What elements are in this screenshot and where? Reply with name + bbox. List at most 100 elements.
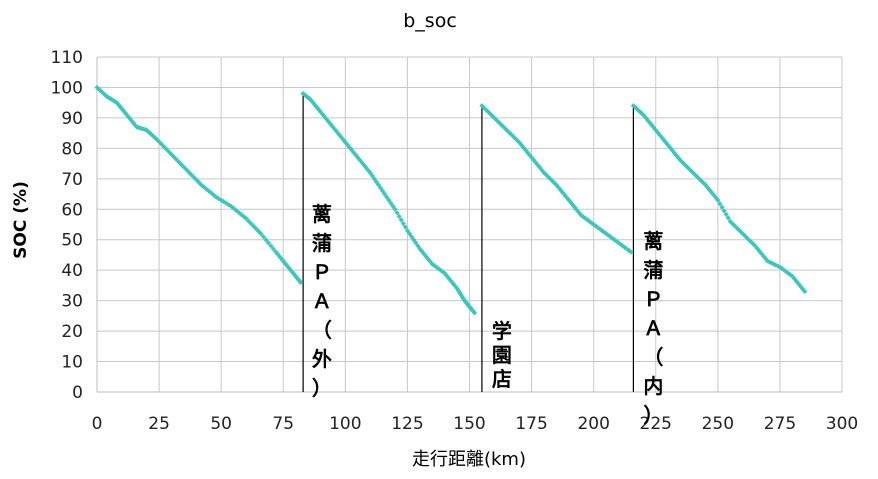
annotation-char: 外: [312, 347, 332, 371]
data-point: [265, 240, 271, 246]
data-point: [537, 165, 543, 171]
x-tick-labels: 0 25 50 75 100 125 150 175 200 225 250 275 300: [92, 414, 859, 434]
data-point: [635, 107, 641, 113]
x-tick-label: 250: [702, 414, 734, 434]
data-point: [704, 184, 711, 191]
data-point: [110, 98, 117, 104]
data-point: [386, 197, 392, 203]
y-tick-label: 80: [61, 139, 83, 159]
data-point: [795, 281, 802, 287]
annotation-char: （: [312, 318, 332, 342]
annotation-char: 内: [643, 374, 663, 398]
y-tick-label: 0: [72, 383, 83, 403]
y-tick-label: 10: [61, 353, 83, 373]
data-point: [406, 231, 413, 237]
data-point: [669, 147, 675, 153]
data-point: [400, 220, 406, 227]
data-point: [800, 286, 806, 292]
data-point: [719, 204, 725, 210]
data-point: [398, 217, 404, 223]
data-point: [520, 144, 526, 150]
data-point: [603, 231, 609, 237]
data-point: [698, 178, 704, 184]
x-tick-label: 200: [577, 414, 609, 434]
x-tick-label: 100: [329, 414, 361, 434]
data-point: [289, 269, 295, 275]
x-tick-label: 175: [515, 414, 547, 434]
data-point: [388, 200, 394, 206]
x-tick-label: 275: [764, 414, 796, 434]
annotation-char: 蒲: [643, 258, 663, 282]
data-point: [793, 278, 800, 284]
data-point: [539, 167, 545, 173]
data-point: [576, 210, 582, 216]
data-point: [725, 215, 731, 221]
annotation-char: 園: [492, 343, 512, 367]
data-point: [802, 288, 808, 295]
data-point: [531, 157, 537, 163]
x-tick-label: 50: [210, 414, 232, 434]
annotation-char: 蓠: [312, 202, 332, 226]
y-tick-label: 30: [61, 292, 83, 312]
annotation-char: （: [643, 345, 663, 369]
data-point: [733, 224, 740, 231]
data-point: [566, 197, 572, 203]
data-point: [97, 87, 103, 94]
data-point: [340, 137, 346, 143]
data-point: [744, 235, 750, 241]
data-point: [268, 243, 274, 249]
x-tick-label: 300: [826, 414, 858, 434]
data-point: [458, 291, 464, 298]
data-point: [510, 133, 516, 139]
data-point: [789, 273, 795, 279]
x-tick-label: 225: [640, 414, 672, 434]
data-point: [369, 173, 375, 179]
stop-marker-lines: [302, 93, 635, 392]
data-point: [555, 184, 562, 191]
annotation-char: 学: [492, 319, 512, 343]
annotation-char: ）: [312, 376, 332, 400]
data-point: [742, 233, 748, 239]
annotation-char: ）: [643, 403, 663, 427]
data-point: [394, 210, 400, 216]
chart-title: b_soc: [403, 10, 457, 32]
data-point: [332, 126, 338, 133]
data-point: [622, 244, 628, 250]
data-point: [459, 293, 465, 300]
data-point: [334, 129, 340, 135]
data-point: [512, 135, 518, 141]
data-point: [771, 261, 777, 267]
data-point: [667, 145, 673, 151]
data-point: [263, 237, 269, 243]
x-tick-label: 0: [92, 414, 103, 434]
data-point: [642, 114, 649, 121]
data-point: [435, 266, 442, 272]
data-point: [367, 170, 373, 176]
data-point: [528, 154, 535, 161]
data-point: [94, 84, 100, 91]
data-point: [377, 185, 384, 191]
x-tick-label: 75: [272, 414, 294, 434]
data-point: [568, 200, 574, 206]
data-point: [677, 157, 684, 164]
data-point: [781, 267, 787, 273]
data-point: [613, 238, 620, 244]
data-point: [353, 152, 359, 158]
data-point: [479, 103, 485, 109]
data-point: [423, 253, 429, 260]
data-point: [661, 137, 667, 143]
data-point: [460, 296, 466, 302]
data-point: [680, 159, 686, 166]
y-tick-label: 50: [61, 231, 83, 251]
data-point: [425, 256, 431, 262]
data-point: [250, 223, 257, 229]
data-point: [721, 208, 727, 214]
data-point: [396, 213, 402, 219]
data-point: [644, 117, 651, 123]
data-point: [390, 203, 396, 209]
data-point: [502, 125, 508, 131]
data-point: [760, 253, 766, 259]
annotation-char: 蒲: [312, 231, 332, 255]
data-point: [500, 123, 506, 129]
